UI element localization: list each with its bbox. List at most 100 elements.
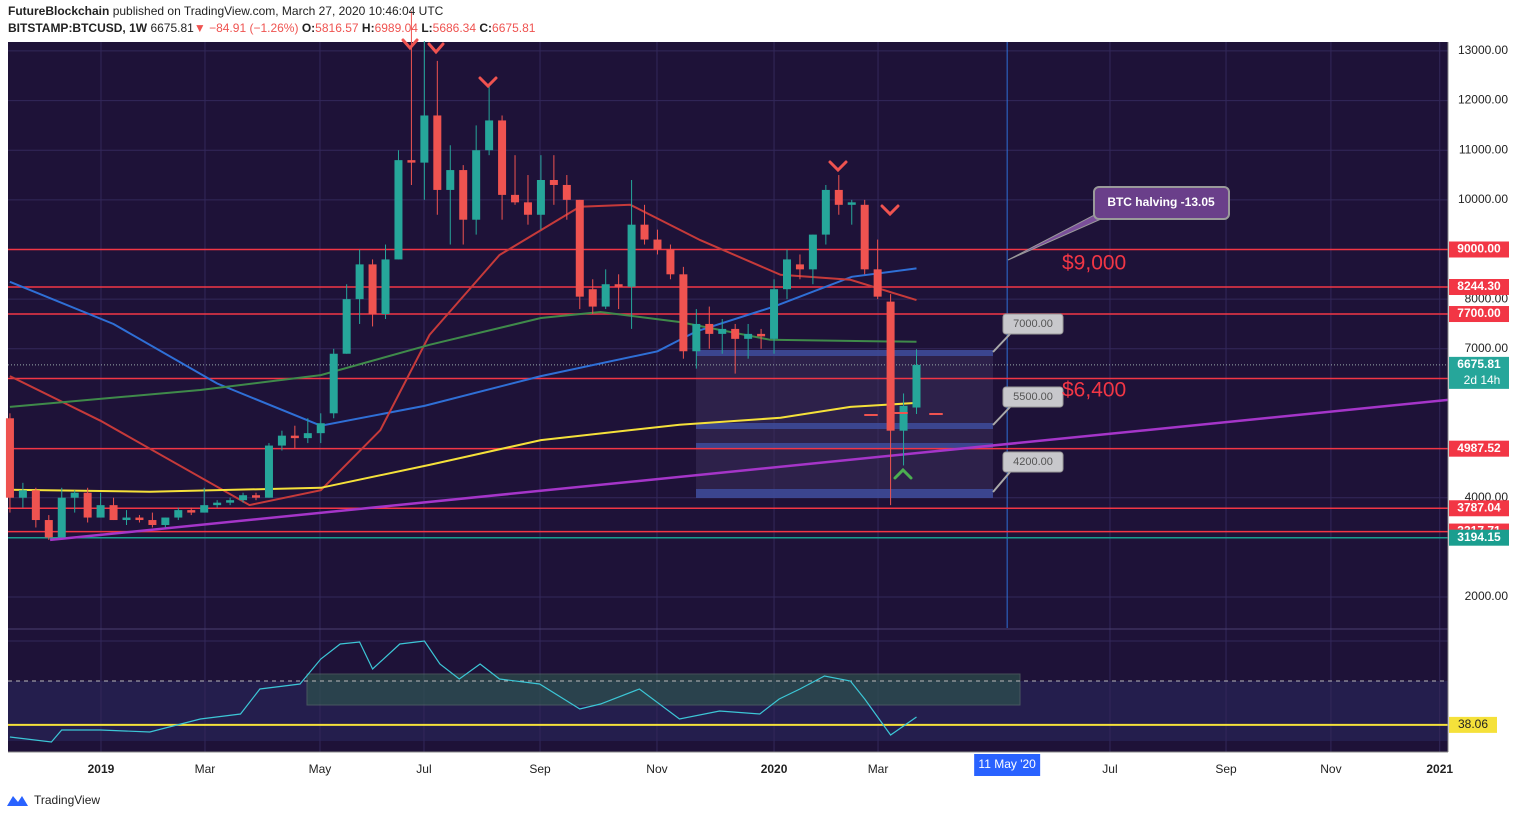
candle-body	[705, 323, 714, 334]
candle-body	[692, 323, 701, 352]
x-tick-label: Sep	[1215, 762, 1237, 776]
x-tick-label: Nov	[1320, 762, 1341, 776]
candle-body	[407, 160, 416, 163]
level-tag-label: 3194.15	[1457, 530, 1501, 544]
price: 6675.81	[150, 21, 194, 35]
level-tag-label: 9000.00	[1457, 242, 1501, 256]
candle-body	[679, 274, 688, 352]
candle-body	[511, 194, 520, 203]
candle-body	[757, 333, 766, 337]
brand: TradingView	[34, 793, 100, 807]
candle-body	[420, 115, 429, 163]
level-tag	[1449, 279, 1509, 296]
candle-body	[472, 150, 481, 220]
candle-body	[5, 418, 14, 498]
candle-body	[200, 505, 209, 513]
candle-body	[653, 239, 662, 250]
candle-body	[446, 170, 455, 190]
x-tick-label: Sep	[529, 762, 551, 776]
candle-body	[226, 500, 235, 503]
ohlc-label: C:	[479, 21, 492, 35]
candle-body	[731, 328, 740, 339]
x-tick-label: Jul	[416, 762, 431, 776]
x-tick-label: Mar	[868, 762, 889, 776]
candle-body	[342, 299, 351, 354]
candle-body	[109, 505, 118, 521]
candle-body	[303, 433, 312, 439]
change: −84.91 (−1.26%)	[209, 21, 298, 35]
x-tick-label: 2020	[761, 762, 788, 776]
down-arrow	[478, 76, 498, 89]
y-tick-label: 13000.00	[1458, 43, 1508, 57]
candle-body	[18, 490, 27, 498]
x-tick-label: 2019	[88, 762, 115, 776]
levels	[8, 248, 1448, 539]
ohlc-label: L:	[421, 21, 432, 35]
ma-line	[9, 310, 917, 408]
candle-body	[135, 517, 144, 521]
y-tick-label: 11000.00	[1459, 142, 1508, 156]
candle-body	[601, 284, 610, 307]
price-axis	[1448, 42, 1524, 752]
candle-body	[886, 301, 895, 431]
candle-body	[562, 184, 571, 200]
ohlc-value: 5816.57	[315, 21, 359, 35]
candle-body	[433, 115, 442, 190]
candle-body	[83, 492, 92, 518]
rsi-tag	[1449, 716, 1497, 733]
candle-body	[316, 423, 325, 434]
markers	[401, 38, 943, 480]
candle-body	[899, 405, 908, 431]
ma-line	[9, 401, 917, 493]
candle-body	[523, 202, 532, 215]
candle-body	[834, 189, 843, 205]
rsi-tag-label: 38.06	[1458, 717, 1488, 731]
candle-body	[718, 328, 727, 334]
x-tick-label: May	[309, 762, 332, 776]
candle-body	[252, 495, 261, 498]
candle-body	[575, 199, 584, 297]
candle-body	[264, 445, 273, 498]
callout-box	[1002, 451, 1064, 473]
y-tick-label: 10000.00	[1458, 192, 1508, 206]
callout-label: 4200.00	[1013, 456, 1053, 468]
candle-body	[174, 510, 183, 518]
zone-band	[696, 443, 993, 449]
x-tick-label: Nov	[646, 762, 667, 776]
callout-label: 5500.00	[1013, 391, 1053, 403]
callout-line	[992, 406, 1011, 426]
countdown: 2d 14h	[1464, 373, 1501, 387]
dash-marks	[864, 412, 943, 416]
author: FutureBlockchain	[8, 4, 109, 18]
candle-body	[213, 502, 222, 506]
grid	[8, 42, 1448, 752]
callout-box	[1002, 386, 1064, 408]
candle-body	[31, 490, 40, 521]
candle-body	[627, 224, 636, 287]
level-tag-label: 3787.04	[1457, 500, 1501, 514]
candle-body	[744, 333, 753, 339]
zone-band	[696, 350, 993, 356]
candle-body	[873, 269, 882, 297]
rsi-line	[9, 640, 917, 743]
up-arrow	[893, 467, 913, 480]
level-tag-label: 7700.00	[1457, 306, 1501, 320]
level-tag-label: 4987.52	[1457, 441, 1501, 455]
candle-body	[782, 259, 791, 290]
y-tick-label: 7000.00	[1465, 341, 1509, 355]
candle-body	[239, 495, 248, 501]
rsi	[8, 640, 1448, 743]
candle-body	[161, 517, 170, 525]
header-ohlc: BITSTAMP:BTCUSD, 1W 6675.81▼ −84.91 (−1.…	[8, 21, 536, 35]
published: published on TradingView.com, March 27, …	[113, 4, 444, 18]
lines	[9, 203, 1449, 542]
candle-body	[70, 492, 79, 498]
candle-body	[368, 264, 377, 315]
axes: 80.0060.0013000.0012000.0011000.0010000.…	[8, 42, 1524, 782]
ma-line	[9, 203, 917, 507]
ma-line	[49, 398, 1449, 542]
callout-label: 7000.00	[1013, 318, 1053, 330]
candle-body	[666, 249, 675, 275]
candle-body	[57, 497, 66, 538]
